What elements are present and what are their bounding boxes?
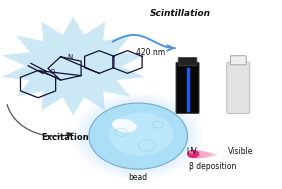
Circle shape <box>200 152 209 157</box>
Circle shape <box>187 150 199 158</box>
Circle shape <box>211 153 215 156</box>
Circle shape <box>197 151 207 158</box>
Circle shape <box>214 154 217 156</box>
Circle shape <box>212 153 216 156</box>
Circle shape <box>213 154 216 156</box>
FancyBboxPatch shape <box>176 62 199 114</box>
Text: Excitation: Excitation <box>41 133 89 143</box>
Circle shape <box>203 152 210 157</box>
Circle shape <box>195 151 206 158</box>
Circle shape <box>196 151 206 158</box>
Circle shape <box>193 151 205 158</box>
Circle shape <box>202 152 210 157</box>
FancyBboxPatch shape <box>227 62 250 114</box>
Text: O: O <box>50 69 56 75</box>
Circle shape <box>109 113 173 156</box>
Text: β deposition: β deposition <box>189 162 237 171</box>
Circle shape <box>189 151 193 154</box>
Circle shape <box>194 151 205 158</box>
Circle shape <box>192 150 204 158</box>
Polygon shape <box>2 17 145 115</box>
Circle shape <box>210 153 215 156</box>
Text: UV: UV <box>186 147 197 156</box>
Text: N: N <box>67 54 72 60</box>
Circle shape <box>191 150 204 159</box>
Circle shape <box>206 153 212 157</box>
FancyBboxPatch shape <box>178 57 197 66</box>
Circle shape <box>209 153 214 156</box>
Circle shape <box>201 152 209 157</box>
Circle shape <box>216 154 218 156</box>
Circle shape <box>215 154 217 156</box>
Circle shape <box>199 152 208 158</box>
Circle shape <box>217 154 219 156</box>
Circle shape <box>208 153 213 156</box>
Ellipse shape <box>112 119 137 132</box>
Circle shape <box>204 152 211 157</box>
Circle shape <box>218 154 219 155</box>
Circle shape <box>198 151 208 158</box>
FancyBboxPatch shape <box>229 64 247 112</box>
Circle shape <box>205 153 212 157</box>
Text: bead: bead <box>129 173 148 182</box>
Text: Scintillation: Scintillation <box>150 9 211 18</box>
Circle shape <box>207 153 213 157</box>
Circle shape <box>89 103 188 169</box>
Text: Visible: Visible <box>228 147 254 156</box>
Text: 420 nm: 420 nm <box>136 48 166 57</box>
FancyBboxPatch shape <box>230 56 246 65</box>
